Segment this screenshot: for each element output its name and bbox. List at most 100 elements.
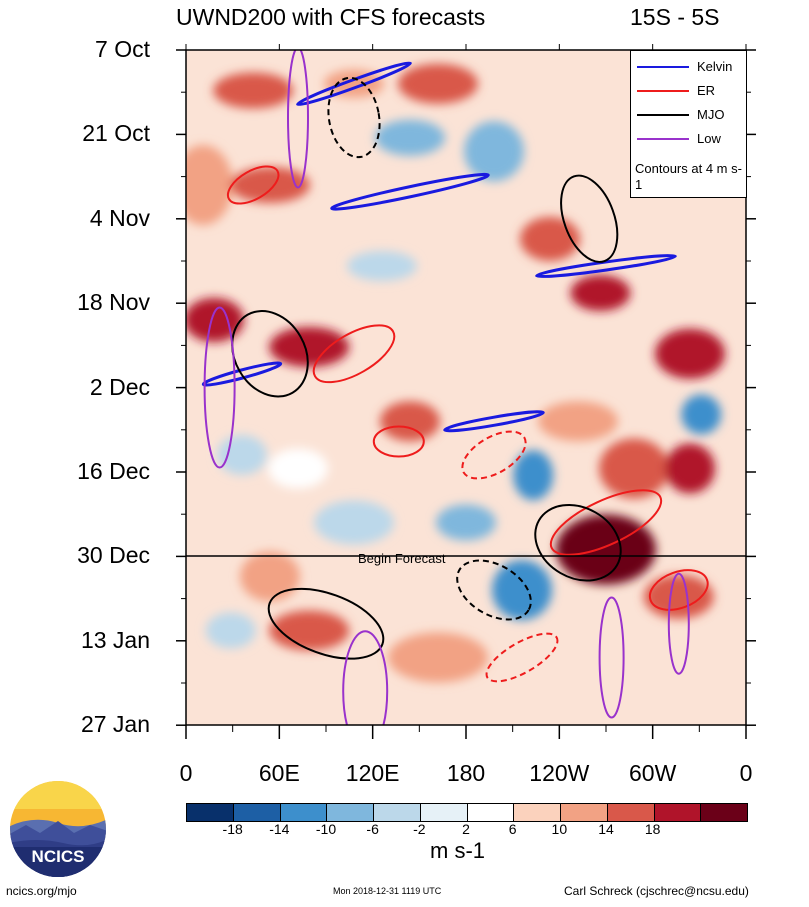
anomaly-patch — [665, 443, 715, 494]
colorbar-units: m s-1 — [430, 838, 485, 863]
anomaly-patch — [375, 119, 445, 156]
contour-mjo — [560, 174, 619, 263]
anomaly-patch — [398, 63, 478, 104]
anomaly-patch — [436, 504, 496, 541]
forecast-label: Begin Forecast — [358, 551, 446, 566]
x-tick-label: 60W — [629, 760, 677, 786]
contour-kelvin — [330, 172, 490, 211]
colorbar-label: 10 — [551, 821, 568, 837]
legend-swatch — [637, 138, 689, 140]
legend-note: Contours at 4 m s-1 — [635, 161, 742, 192]
y-tick-label: 30 Dec — [77, 542, 150, 569]
anomaly-patch — [492, 560, 552, 620]
anomaly-field — [186, 63, 725, 683]
anomaly-patch — [269, 610, 350, 651]
site-link[interactable]: ncics.org/mjo — [6, 884, 77, 898]
legend-entry-mjo: MJO — [637, 107, 745, 123]
y-tick-label: 2 Dec — [89, 373, 150, 400]
colorbar-swatch — [187, 804, 234, 821]
anomaly-patch — [556, 514, 656, 585]
anomaly-patch — [186, 298, 244, 342]
contour-er — [312, 324, 396, 384]
colorbar-swatch — [514, 804, 561, 821]
colorbar-swatch — [280, 804, 328, 821]
colorbar-swatch — [327, 804, 374, 821]
contour-er — [648, 569, 709, 611]
contour-low — [667, 572, 690, 675]
contour-mjo — [327, 76, 381, 159]
anomaly-patch — [643, 574, 714, 619]
colorbar-label: 18 — [644, 821, 661, 837]
x-tick-label: 120W — [529, 760, 590, 786]
colorbar-swatch — [233, 804, 281, 821]
y-tick-label: 4 Nov — [89, 204, 150, 231]
anomaly-patch — [655, 328, 725, 379]
x-tick-label: 0 — [179, 760, 193, 786]
y-tick-label: 13 Jan — [80, 626, 150, 653]
timestamp: Mon 2018-12-31 1119 UTC — [333, 886, 442, 896]
y-tick-label: 27 Jan — [80, 711, 150, 738]
contour-mjo — [231, 310, 309, 398]
anomaly-patch — [186, 145, 233, 225]
anomaly-patch — [217, 435, 267, 475]
colorbar-label: -10 — [315, 821, 337, 837]
y-tick-label: 7 Oct — [95, 36, 150, 62]
legend-swatch — [637, 114, 689, 116]
contour-low — [287, 50, 309, 189]
anomaly-patch — [347, 251, 417, 281]
anomaly-patch — [268, 448, 328, 489]
colorbar-swatch — [561, 804, 608, 821]
colorbar-swatch — [607, 804, 655, 821]
contour-low — [598, 596, 625, 719]
anomaly-patch — [599, 438, 669, 499]
logo-text: NCICS — [32, 847, 85, 866]
colorbar-swatch — [654, 804, 702, 821]
y-tick-label: 18 Nov — [77, 289, 150, 316]
colorbar — [186, 803, 748, 822]
x-ticks — [185, 44, 747, 739]
anomaly-patch — [464, 121, 524, 182]
legend-entry-kelvin: Kelvin — [637, 59, 745, 75]
legend-swatch — [637, 90, 689, 92]
y-tick-label: 16 Dec — [77, 458, 150, 484]
colorbar-label: -2 — [413, 821, 426, 837]
anomaly-patch — [388, 632, 488, 683]
y-tick-label: 21 Oct — [82, 120, 150, 147]
anomaly-patch — [380, 401, 440, 442]
legend-label: MJO — [697, 107, 725, 122]
legend-label: ER — [697, 83, 716, 98]
ncics-logo-icon: NCICS — [10, 781, 106, 877]
y-ticks — [176, 49, 756, 726]
colorbar-label: -6 — [366, 821, 379, 837]
colorbar-swatch — [701, 804, 747, 821]
colorbar-label: -18 — [222, 821, 243, 837]
filtered-contours — [201, 50, 709, 725]
anomaly-patch — [205, 612, 256, 649]
contour-er — [226, 165, 280, 205]
contour-er — [549, 489, 663, 556]
anomaly-patch — [230, 167, 310, 203]
colorbar-label: 6 — [508, 821, 517, 837]
anomaly-patch — [570, 275, 631, 311]
legend-entry-er: ER — [637, 83, 745, 99]
contour-low — [203, 306, 236, 469]
colorbar-swatch — [420, 804, 468, 821]
anomaly-patch — [538, 401, 618, 442]
chart-title: UWND200 with CFS forecasts — [176, 4, 486, 30]
legend-label: Low — [697, 131, 721, 146]
anomaly-patch — [269, 327, 350, 367]
x-tick-label: 120E — [345, 760, 400, 786]
contour-mjo — [456, 559, 532, 621]
legend-entry-low: Low — [637, 131, 745, 147]
colorbar-label: 14 — [598, 821, 614, 837]
colorbar-label: -14 — [269, 821, 290, 837]
contour-kelvin — [296, 61, 412, 107]
anomaly-patch — [513, 450, 554, 501]
legend-label: Kelvin — [697, 59, 733, 74]
contour-low — [342, 630, 389, 725]
legend-swatch — [637, 66, 689, 68]
colorbar-label: 2 — [462, 821, 470, 837]
chart-region: 15S - 5S — [630, 4, 720, 30]
colorbar-swatch — [467, 804, 515, 821]
